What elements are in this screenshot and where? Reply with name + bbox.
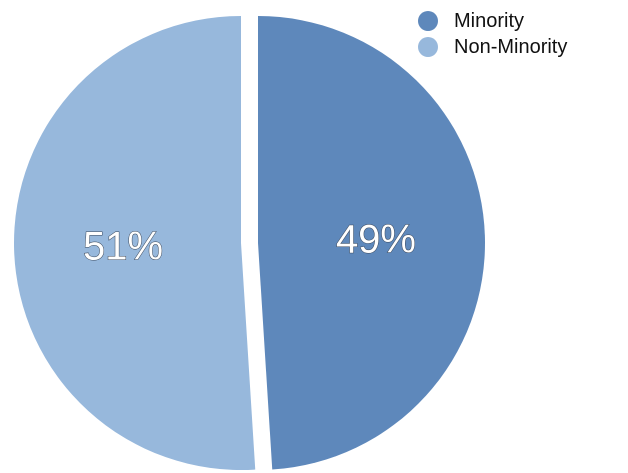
- legend-item-non-minority: Non-Minority: [418, 34, 567, 60]
- pie-slice-non-minority: [13, 16, 256, 471]
- legend-item-minority: Minority: [418, 8, 567, 34]
- chart-legend: Minority Non-Minority: [418, 8, 567, 60]
- pie-slices: [13, 16, 485, 471]
- pie-slice-labels: 49% 51%: [82, 217, 416, 269]
- legend-swatch-non-minority: [418, 37, 438, 57]
- pie-slice-minority: [258, 16, 485, 470]
- legend-label-non-minority: Non-Minority: [454, 35, 568, 58]
- pie-label-non-minority: 51%: [83, 225, 163, 269]
- legend-label-minority: Minority: [454, 9, 525, 32]
- pie-label-minority: 49%: [336, 217, 416, 261]
- legend-swatch-minority: [418, 11, 438, 31]
